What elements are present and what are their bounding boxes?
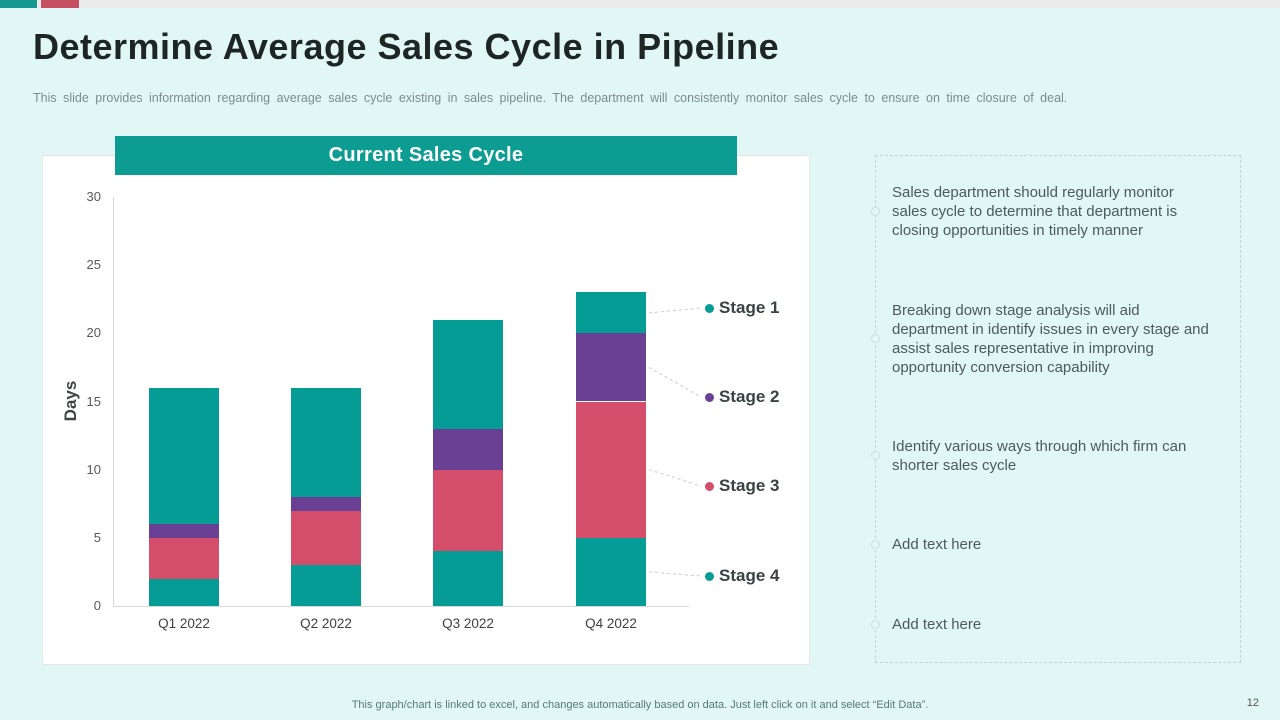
bar-segment-q4-2022-stage-3[interactable] — [576, 401, 646, 538]
bar-segment-q3-2022-stage-1[interactable] — [433, 319, 503, 429]
note-text: Sales department should regularly monito… — [892, 184, 1178, 239]
x-category-label: Q4 2022 — [585, 616, 637, 631]
legend-label: Stage 3 — [719, 476, 780, 495]
bar-segment-q1-2022-stage-3[interactable] — [149, 537, 219, 579]
y-tick-label: 5 — [93, 529, 101, 545]
bullet-circle-icon — [871, 207, 880, 216]
y-tick-label: 20 — [86, 325, 101, 341]
note-item: Add text here — [871, 615, 1240, 634]
bar-segment-q4-2022-stage-4[interactable] — [576, 537, 646, 606]
bar-segment-q3-2022-stage-4[interactable] — [433, 551, 503, 606]
note-text: Identify various ways through which firm… — [892, 438, 1187, 474]
bullet-circle-icon — [871, 334, 880, 343]
note-text: Breaking down stage analysis will aid de… — [892, 302, 1209, 376]
bar-segment-q4-2022-stage-1[interactable] — [576, 292, 646, 334]
note-item: Add text here — [871, 535, 1240, 554]
accent-red-bar — [41, 0, 79, 8]
notes-panel: Sales department should regularly monito… — [871, 155, 1241, 663]
y-axis-line — [113, 197, 114, 606]
sales-cycle-chart[interactable]: Days 0 5 10 15 20 25 30 Q1 2022 Q2 2022 Q3 2022 Q4… — [42, 155, 810, 665]
bar-segment-q1-2022-stage-2[interactable] — [149, 524, 219, 538]
bullet-circle-icon — [871, 540, 880, 549]
footer-note: This graph/chart is linked to excel, and… — [351, 699, 929, 711]
accent-teal-bar — [0, 0, 37, 8]
legend-label: Stage 2 — [719, 387, 780, 406]
bar-segment-q4-2022-stage-2[interactable] — [576, 333, 646, 402]
note-text: Add text here — [892, 616, 982, 633]
bar-segment-q2-2022-stage-3[interactable] — [291, 510, 361, 566]
bar-segment-q2-2022-stage-2[interactable] — [291, 496, 361, 511]
y-tick-label: 10 — [86, 461, 101, 477]
page-number: 12 — [1246, 697, 1259, 709]
y-tick-label: 25 — [86, 257, 101, 273]
x-category-label: Q1 2022 — [158, 616, 210, 631]
note-text: Add text here — [892, 536, 982, 553]
note-item: Identify various ways through which firm… — [871, 437, 1240, 475]
bar-segment-q3-2022-stage-2[interactable] — [433, 428, 503, 470]
page-title: Determine Average Sales Cycle in Pipelin… — [33, 26, 780, 67]
top-accent-strip — [0, 0, 1280, 8]
x-category-label: Q3 2022 — [442, 616, 494, 631]
legend-label: Stage 1 — [719, 298, 780, 317]
x-axis-line — [113, 606, 689, 607]
legend-dot-icon — [705, 572, 714, 581]
legend-label: Stage 4 — [719, 566, 780, 585]
chart-title-banner: Current Sales Cycle — [115, 136, 737, 175]
note-item: Breaking down stage analysis will aid de… — [871, 301, 1240, 377]
note-item: Sales department should regularly monito… — [871, 183, 1240, 240]
bar-segment-q1-2022-stage-1[interactable] — [149, 387, 219, 525]
bullet-circle-icon — [871, 620, 880, 629]
bullet-circle-icon — [871, 451, 880, 460]
bar-segment-q2-2022-stage-4[interactable] — [291, 565, 361, 606]
bar-segment-q2-2022-stage-1[interactable] — [291, 387, 361, 497]
bar-segment-q3-2022-stage-3[interactable] — [433, 469, 503, 552]
y-tick-label: 15 — [86, 393, 101, 409]
y-tick-label: 30 — [86, 189, 101, 204]
y-tick-label: 0 — [93, 598, 101, 613]
bar-segment-q1-2022-stage-4[interactable] — [149, 578, 219, 606]
page-subtitle: This slide provides information regardin… — [33, 91, 1068, 105]
legend-dot-icon — [705, 393, 714, 402]
x-category-label: Q2 2022 — [300, 616, 352, 631]
legend-dot-icon — [705, 304, 714, 313]
legend-dot-icon — [705, 482, 714, 491]
